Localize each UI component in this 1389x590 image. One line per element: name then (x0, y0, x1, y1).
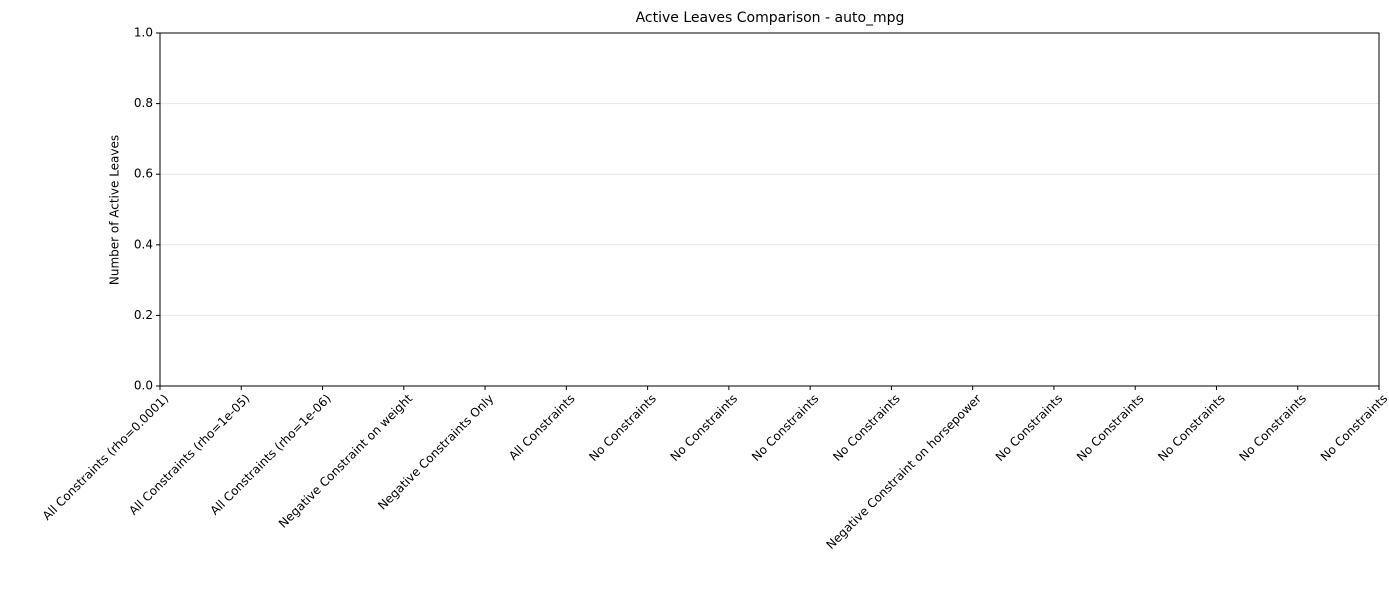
x-tick-label: No Constraints (993, 391, 1066, 464)
x-tick-label: No Constraints (830, 391, 903, 464)
y-tick-label: 0.0 (134, 379, 153, 393)
x-tick-label: Negative Constraint on horsepower (823, 391, 984, 552)
plot-frame (159, 32, 1380, 387)
chart-title: Active Leaves Comparison - auto_mpg (636, 10, 905, 26)
y-tick-label: 1.0 (134, 26, 153, 40)
x-tick-label: No Constraints (586, 391, 659, 464)
y-tick-label: 0.4 (134, 237, 153, 251)
y-axis-label: Number of Active Leaves (108, 135, 122, 285)
x-tick-label: No Constraints (1074, 391, 1147, 464)
x-tick-label: All Constraints (rho=0.0001) (40, 391, 172, 523)
x-tick-label: No Constraints (668, 391, 741, 464)
y-tick-label: 0.2 (134, 308, 153, 322)
y-tick-label: 0.8 (134, 96, 153, 110)
y-tick-label: 0.6 (134, 167, 153, 181)
x-tick-label: Negative Constraint on weight (276, 391, 415, 530)
x-tick-label: No Constraints (749, 391, 822, 464)
x-tick-label: No Constraints (1155, 391, 1228, 464)
x-tick-label: No Constraints (1318, 391, 1389, 464)
x-tick-label: No Constraints (1237, 391, 1310, 464)
x-tick-label: All Constraints (506, 391, 578, 463)
